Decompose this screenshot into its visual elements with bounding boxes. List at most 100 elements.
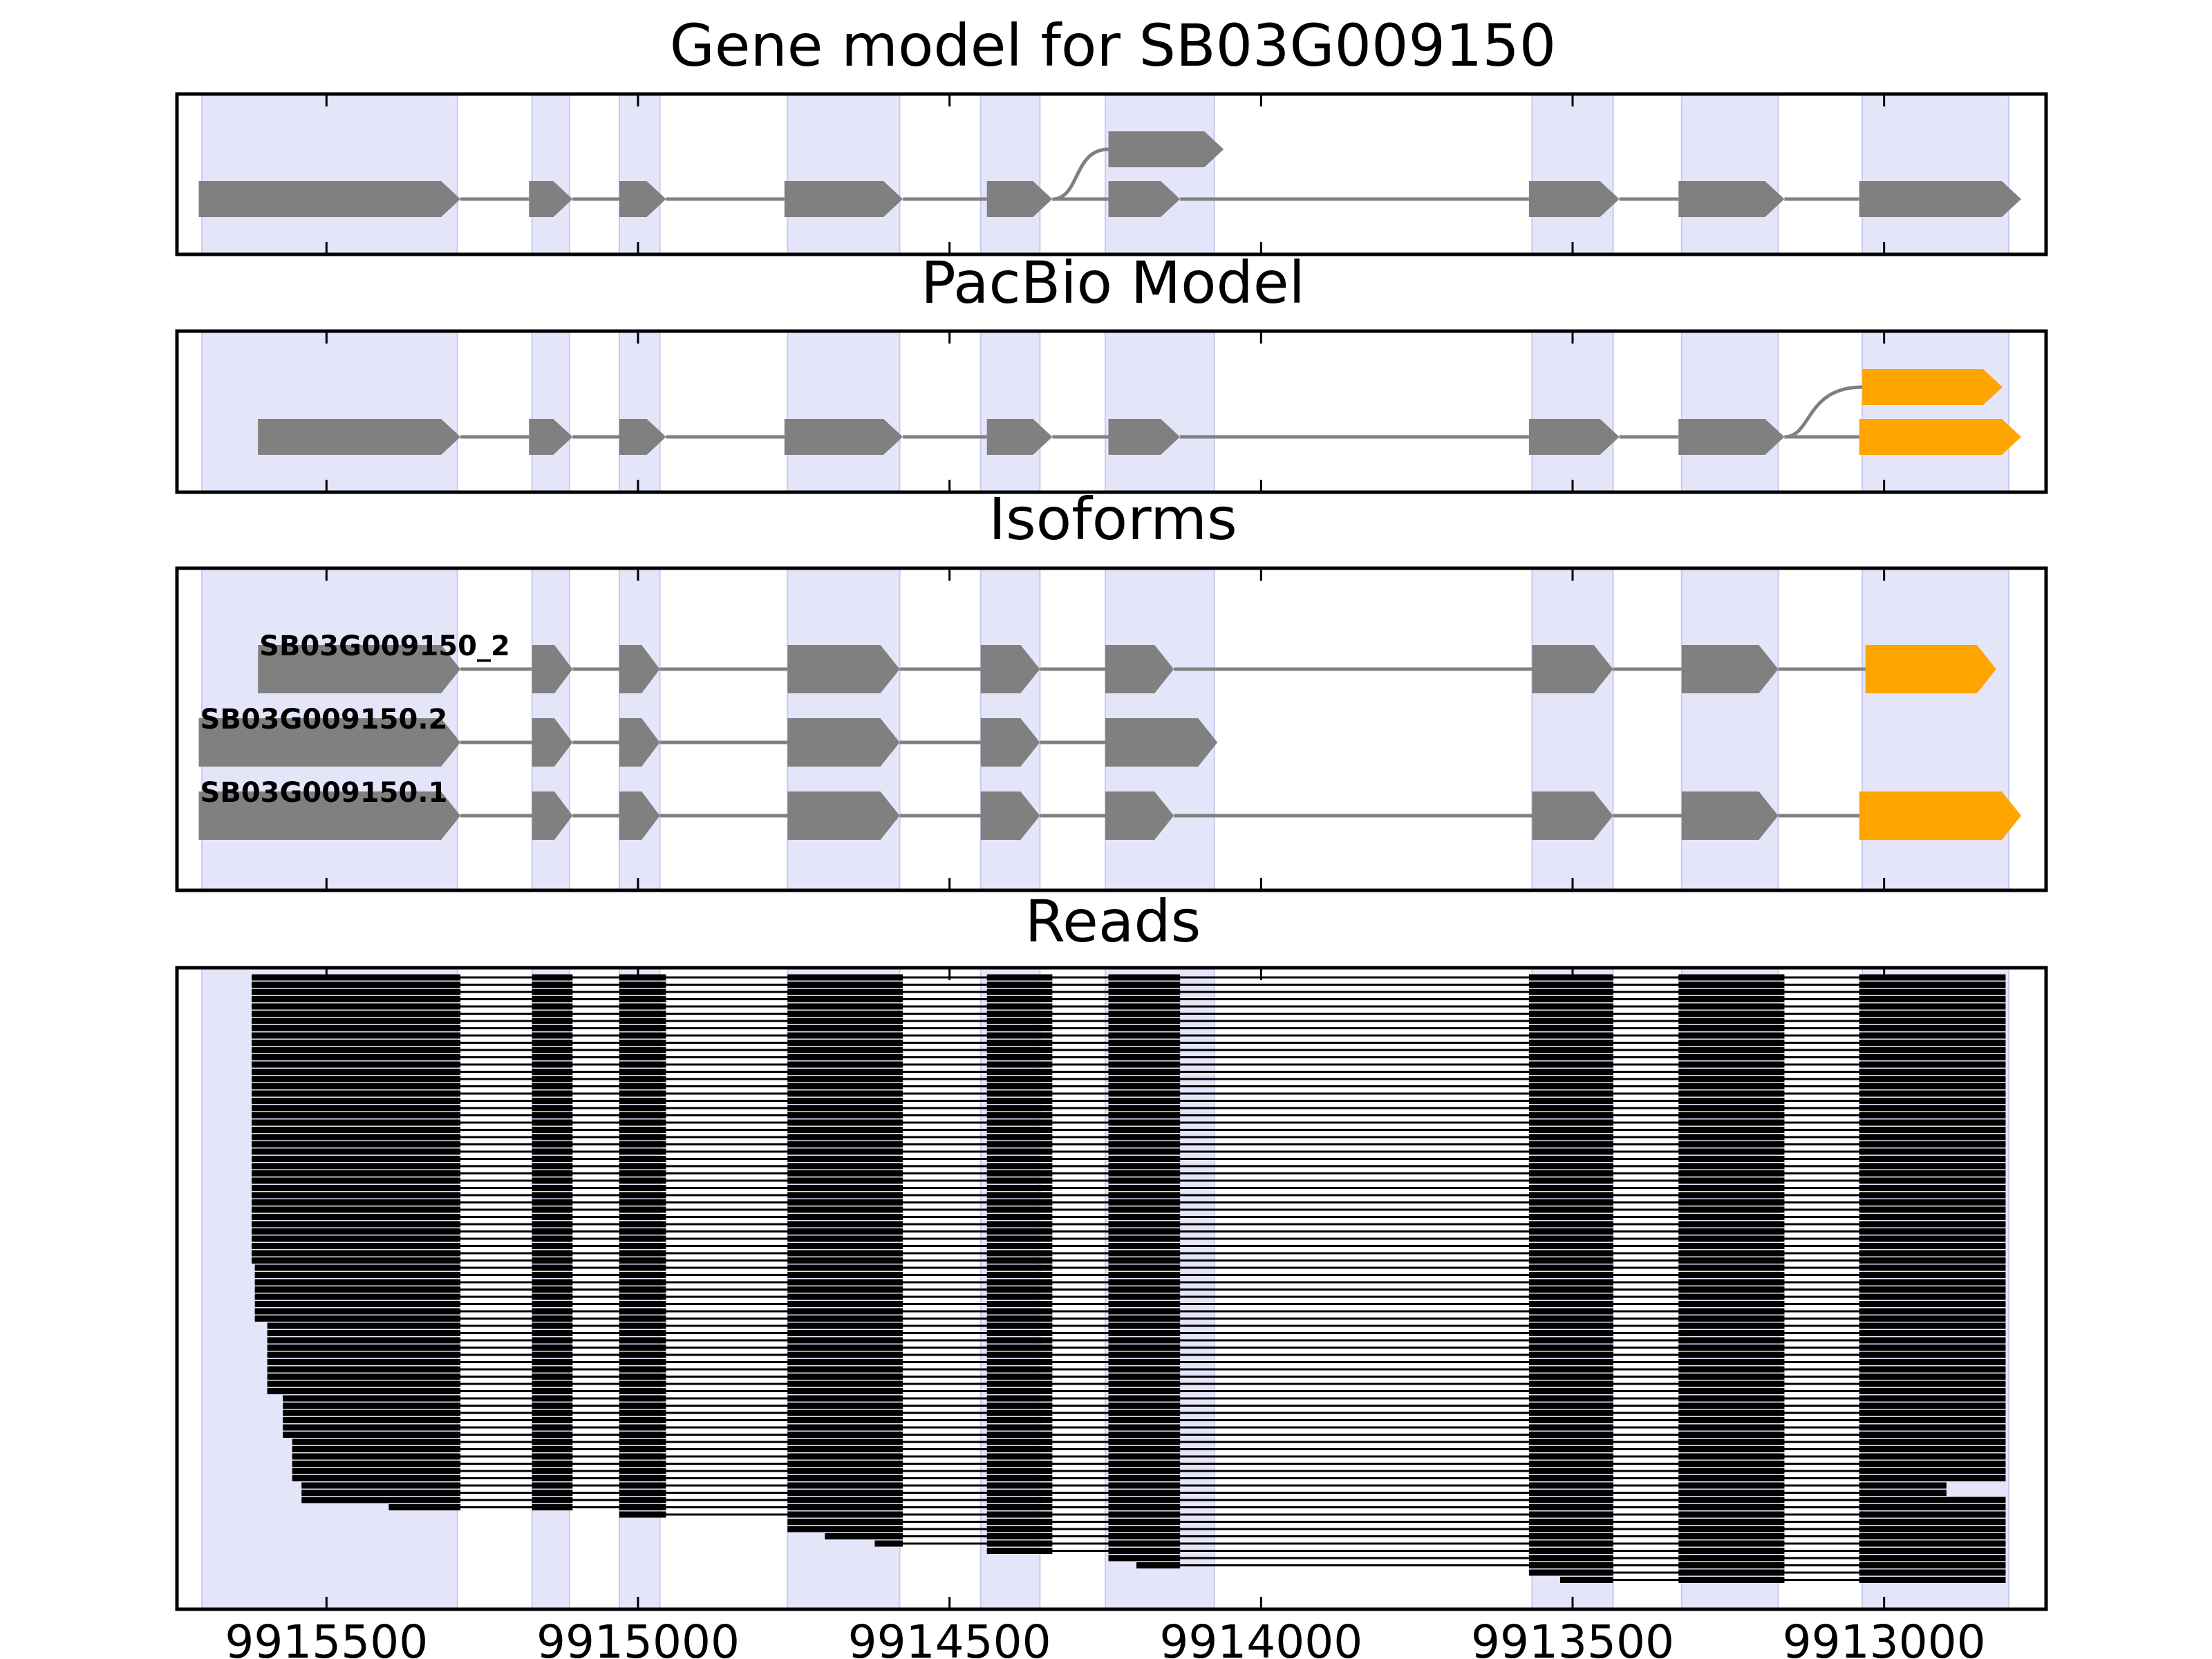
read-exon-block — [252, 1134, 461, 1141]
read-exon-block — [252, 1076, 461, 1082]
read-exon-block — [787, 1272, 903, 1278]
read-exon-block — [252, 982, 461, 988]
read-exon-block — [1108, 1163, 1181, 1170]
read-exon-block — [787, 1504, 903, 1510]
read-exon-block — [1528, 1040, 1613, 1046]
read-exon-block — [619, 1446, 666, 1452]
read-exon-block — [619, 1069, 666, 1075]
read-exon-block — [532, 1250, 573, 1257]
read-exon-block — [1108, 1257, 1181, 1264]
read-exon-block — [619, 988, 666, 995]
read-exon-block — [1108, 1083, 1181, 1089]
read-exon-block — [1859, 1025, 2006, 1031]
read-exon-block — [532, 1279, 573, 1286]
pacbio-highlight-region — [1104, 330, 1215, 493]
read-exon-block — [252, 1090, 461, 1097]
isoforms-highlight-region — [1531, 568, 1614, 891]
read-exon-block — [1678, 1141, 1785, 1147]
read-exon-block — [1528, 1395, 1613, 1402]
pacbio-exon — [986, 419, 1053, 455]
read-exon-block — [787, 1409, 903, 1416]
read-exon-block — [1108, 1141, 1181, 1147]
read-exon-block — [619, 1061, 666, 1068]
read-exon-block — [1528, 1432, 1613, 1438]
read-exon-block — [619, 1286, 666, 1293]
read-exon-block — [1528, 1526, 1613, 1533]
read-exon-block — [1108, 1359, 1181, 1365]
read-exon-block — [1528, 1453, 1613, 1460]
read-exon-block — [532, 1083, 573, 1089]
gene-model-exon — [784, 181, 903, 217]
read-exon-block — [986, 988, 1053, 995]
read-exon-block — [1859, 1141, 2006, 1147]
read-exon-block — [301, 1482, 461, 1489]
read-exon-block — [619, 1482, 666, 1489]
read-exon-block — [1528, 1098, 1613, 1104]
read-exon-block — [1528, 1438, 1613, 1445]
read-exon-block — [986, 1185, 1053, 1191]
gene-model-exon — [1528, 181, 1620, 217]
gene-model-branch-curve — [1052, 147, 1109, 201]
read-exon-block — [267, 1344, 461, 1351]
read-exon-block — [986, 1025, 1053, 1031]
read-exon-block — [1859, 1250, 2006, 1257]
read-exon-block — [1108, 1134, 1181, 1141]
read-exon-block — [1678, 1337, 1785, 1344]
reads-title: Reads — [1025, 888, 1201, 955]
read-exon-block — [1528, 1497, 1613, 1503]
read-exon-block — [1528, 1076, 1613, 1082]
read-exon-block — [1859, 1569, 2006, 1576]
read-exon-block — [1108, 1279, 1181, 1286]
read-exon-block — [986, 1475, 1053, 1481]
read-exon-block — [1678, 1083, 1785, 1089]
read-exon-block — [619, 1475, 666, 1481]
isoforms-title: Isoforms — [988, 485, 1237, 553]
read-exon-block — [1108, 1061, 1181, 1068]
read-exon-block — [986, 1098, 1053, 1104]
read-exon-block — [1108, 1409, 1181, 1416]
read-exon-block — [532, 1192, 573, 1199]
read-exon-block — [1528, 1322, 1613, 1329]
read-exon-block — [619, 1366, 666, 1373]
gene-model-title: Gene model for SB03G009150 — [670, 12, 1556, 79]
read-exon-block — [619, 1351, 666, 1358]
read-exon-block — [1859, 982, 2006, 988]
read-exon-block — [252, 1257, 461, 1264]
read-exon-block — [532, 1395, 573, 1402]
read-exon-block — [252, 1148, 461, 1155]
read-exon-block — [1528, 1235, 1613, 1242]
isoform-exon — [980, 718, 1040, 767]
read-exon-block — [787, 1461, 903, 1467]
read-exon-block — [1678, 1286, 1785, 1293]
read-exon-block — [1528, 1315, 1613, 1322]
read-exon-block — [1859, 1366, 2006, 1373]
read-exon-block — [1859, 1127, 2006, 1133]
read-exon-block — [986, 1504, 1053, 1510]
read-exon-block — [252, 1003, 461, 1010]
read-exon-block — [986, 1337, 1053, 1344]
read-exon-block — [1528, 1185, 1613, 1191]
read-exon-block — [787, 1235, 903, 1242]
read-exon-block — [532, 1286, 573, 1293]
read-exon-block — [1678, 1119, 1785, 1126]
read-exon-block — [986, 1453, 1053, 1460]
read-exon-block — [292, 1446, 461, 1452]
read-exon-block — [986, 1250, 1053, 1257]
read-exon-block — [1678, 1061, 1785, 1068]
read-exon-block — [1678, 1359, 1785, 1365]
read-exon-block — [1678, 1569, 1785, 1576]
read-exon-block — [1108, 1185, 1181, 1191]
read-exon-block — [1859, 1069, 2006, 1075]
read-exon-block — [787, 1083, 903, 1089]
read-exon-block — [787, 1403, 903, 1409]
read-exon-block — [619, 1185, 666, 1191]
read-exon-block — [1528, 1468, 1613, 1474]
read-exon-block — [1108, 1250, 1181, 1257]
read-exon-block — [986, 1221, 1053, 1228]
read-exon-block — [1108, 1315, 1181, 1322]
read-exon-block — [1859, 1148, 2006, 1155]
read-exon-block — [787, 1192, 903, 1199]
read-exon-block — [1108, 1170, 1181, 1177]
read-exon-block — [252, 1018, 461, 1024]
read-exon-block — [986, 1206, 1053, 1213]
